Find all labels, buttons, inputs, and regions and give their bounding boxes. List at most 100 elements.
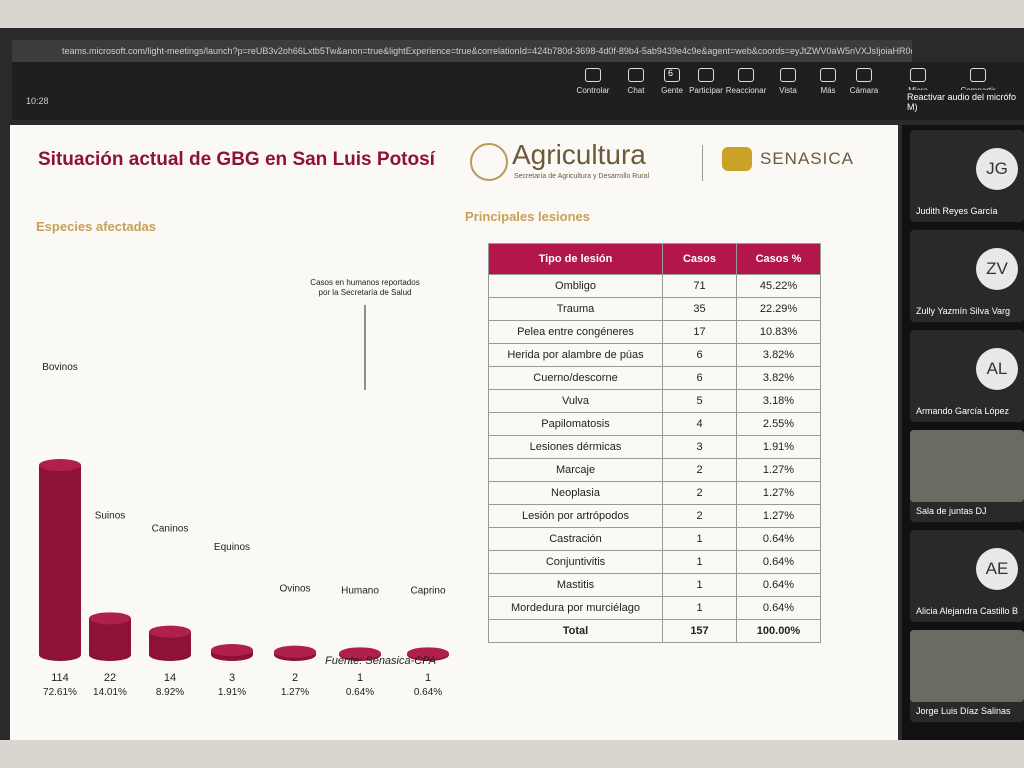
- participant-tile[interactable]: AL Armando García López: [910, 330, 1024, 422]
- table-cell: 0.64%: [736, 527, 821, 551]
- logo2: SENASICA: [760, 149, 854, 168]
- button-icon: [970, 68, 986, 82]
- value-label: 1: [425, 672, 431, 684]
- category-label: Caprino: [410, 585, 445, 596]
- people-count: 6: [668, 68, 674, 78]
- table-cell: 3: [662, 435, 737, 459]
- participants-panel: JG Judith Reyes García ZV Zully Yazmín Silv…: [902, 125, 1024, 740]
- bar-body: [39, 465, 81, 655]
- table-cell: Vulva: [488, 389, 663, 413]
- participant-tile[interactable]: AE Alicia Alejandra Castillo B: [910, 530, 1024, 622]
- table-row: Conjuntivitis 1 0.64%: [488, 550, 821, 574]
- button-label: Participar: [689, 86, 723, 95]
- table-cell: 5: [662, 389, 737, 413]
- table-cell: 2: [662, 481, 737, 505]
- table-cell: 3.18%: [736, 389, 821, 413]
- toolbar-button[interactable]: Vista: [762, 68, 814, 95]
- species-chart: Bovinos 114 72.61% Suinos 22 14.01% Caninos 14 8…: [39, 278, 449, 698]
- category-label: Humano: [341, 585, 379, 596]
- table-row: Lesiones dérmicas 3 1.91%: [488, 435, 821, 459]
- toolbar-button[interactable]: Cámara: [838, 68, 890, 95]
- teams-toolbar: 10:28 Controlar Chat Gente Participar Reacci…: [12, 62, 1024, 120]
- right-heading: Principales lesiones: [465, 209, 591, 224]
- time: 10:28: [26, 96, 49, 106]
- table-cell: Lesión por artrópodos: [488, 504, 663, 528]
- table-cell: Trauma: [488, 297, 663, 321]
- button-icon: [738, 68, 754, 82]
- button-icon: [585, 68, 601, 82]
- percent-label: 72.61%: [43, 687, 77, 698]
- table-cell: 6: [662, 343, 737, 367]
- table-cell: 1.27%: [736, 504, 821, 528]
- table-cell: 1: [662, 527, 737, 551]
- button-label: Gente: [661, 86, 683, 95]
- table-row: Ombligo 71 45.22%: [488, 274, 821, 298]
- bar: [407, 647, 449, 661]
- table-row: Neoplasia 2 1.27%: [488, 481, 821, 505]
- participant-tile[interactable]: Sala de juntas DJ: [910, 430, 1024, 522]
- table-cell: 1.27%: [736, 458, 821, 482]
- table-cell: Marcaje: [488, 458, 663, 482]
- avatar: AE: [976, 548, 1018, 590]
- table-cell: 1.91%: [736, 435, 821, 459]
- video-feed: [910, 630, 1024, 702]
- table-cell: 17: [662, 320, 737, 344]
- table-cell: 0.64%: [736, 550, 821, 574]
- table-cell: 0.64%: [736, 596, 821, 620]
- toolbar-button[interactable]: Participar: [680, 68, 732, 95]
- avatar: JG: [976, 148, 1018, 190]
- header-cell: Tipo de lesión: [488, 243, 663, 275]
- header-cell: Casos %: [736, 243, 821, 275]
- toolbar-button[interactable]: Chat: [610, 68, 662, 95]
- participant-tile[interactable]: Jorge Luis Díaz Salinas: [910, 630, 1024, 722]
- table-row: Papilomatosis 4 2.55%: [488, 412, 821, 436]
- toolbar-button[interactable]: Más: [802, 68, 854, 95]
- table-cell: 1: [662, 550, 737, 574]
- table-cell: Cuerno/descorne: [488, 366, 663, 390]
- toolbar-button[interactable]: Gente: [646, 68, 698, 95]
- toolbar-button[interactable]: Reaccionar: [720, 68, 772, 95]
- table-cell: Mordedura por murciélago: [488, 596, 663, 620]
- table-cell: Castración: [488, 527, 663, 551]
- annotation: Casos en humanos reportados por la Secret…: [310, 278, 419, 297]
- table-cell: Pelea entre congéneres: [488, 320, 663, 344]
- table-cell: Total: [488, 619, 663, 643]
- participant-tile[interactable]: JG Judith Reyes García: [910, 130, 1024, 222]
- percent-label: 1.27%: [281, 687, 309, 698]
- value-label: 2: [292, 672, 298, 684]
- table-row: Vulva 5 3.18%: [488, 389, 821, 413]
- table-row: Herida por alambre de púas 6 3.82%: [488, 343, 821, 367]
- table-row: Mastitis 1 0.64%: [488, 573, 821, 597]
- address-bar[interactable]: teams.microsoft.com/light-meetings/launc…: [12, 40, 912, 62]
- bar-top: [149, 625, 191, 638]
- left-heading: Especies afectadas: [36, 219, 156, 234]
- table-cell: 2: [662, 504, 737, 528]
- button-icon: [780, 68, 796, 82]
- table-cell: 22.29%: [736, 297, 821, 321]
- table-cell: 100.00%: [736, 619, 821, 643]
- tooltip: Reactivar audio del micrófo M): [905, 90, 1024, 114]
- percent-label: 1.91%: [218, 687, 246, 698]
- bar-top: [339, 647, 381, 660]
- value-label: 22: [104, 672, 116, 684]
- percent-label: 8.92%: [156, 687, 184, 698]
- bar-body: [149, 631, 191, 655]
- bar: [211, 644, 253, 661]
- button-icon: [698, 68, 714, 82]
- avatar: AL: [976, 348, 1018, 390]
- table-cell: 71: [662, 274, 737, 298]
- participant-name: Jorge Luis Díaz Salinas: [916, 706, 1011, 716]
- table-cell: 1.27%: [736, 481, 821, 505]
- bar-body: [89, 618, 131, 655]
- slide-title: Situación actual de GBG en San Luis Poto…: [38, 149, 435, 170]
- table-cell: 35: [662, 297, 737, 321]
- toolbar-button[interactable]: Controlar: [567, 68, 619, 95]
- participant-name: Armando García López: [916, 406, 1010, 416]
- category-label: Ovinos: [279, 584, 310, 595]
- value-label: 114: [51, 672, 69, 684]
- table-row: Trauma 35 22.29%: [488, 297, 821, 321]
- bar: [339, 647, 381, 661]
- value-label: 1: [357, 672, 363, 684]
- participant-tile[interactable]: ZV Zully Yazmín Silva Varg: [910, 230, 1024, 322]
- table-cell: 10.83%: [736, 320, 821, 344]
